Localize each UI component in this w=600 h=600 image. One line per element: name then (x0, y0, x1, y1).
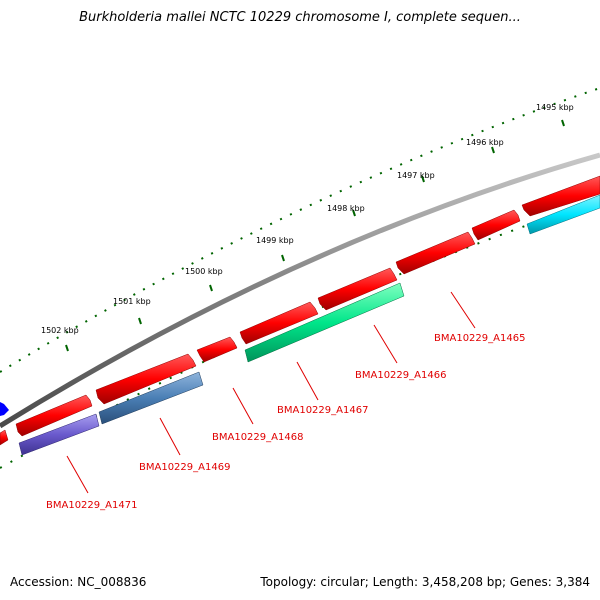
major-ticks (65, 119, 565, 352)
gene-A1469-bar (98, 371, 204, 425)
scale-label-1496: 1496 kbp (466, 138, 504, 147)
scale-label-1501: 1501 kbp (113, 297, 151, 306)
accession-text: Accession: NC_008836 (10, 575, 147, 589)
scale-label-1499: 1499 kbp (256, 236, 294, 245)
gene-label-A1469: BMA10229_A1469 (139, 462, 230, 473)
gene-arrow-f7 (395, 231, 476, 275)
scale-label-1500: 1500 kbp (185, 267, 223, 276)
gene-arrow-f6 (317, 267, 398, 311)
gene-arrow-f1 (0, 429, 9, 446)
chromosome-backbone (0, 152, 600, 429)
gene-label-A1471: BMA10229_A1471 (46, 500, 137, 511)
gene-A1471-bar (18, 413, 100, 456)
gene-arrow-f2 (15, 394, 93, 437)
gene-A1467-bar (244, 282, 405, 363)
scale-ring-dots (0, 87, 600, 373)
genome-stats-text: Topology: circular; Length: 3,458,208 bp… (260, 575, 590, 589)
gene-arrow-f9 (521, 175, 600, 217)
gene-arrow-f4 (196, 336, 238, 363)
gene-arrow-f3 (95, 353, 197, 405)
gene-label-A1468: BMA10229_A1468 (212, 432, 303, 443)
label-leader-lines (66, 291, 476, 494)
gene-A1465-bar (526, 194, 600, 235)
edge-feature-arrow (0, 402, 9, 416)
scale-label-1502: 1502 kbp (41, 326, 79, 335)
forward-genes (0, 175, 600, 446)
gene-label-A1465: BMA10229_A1465 (434, 333, 525, 344)
gene-arrow-f5 (239, 301, 319, 345)
gene-label-A1466: BMA10229_A1466 (355, 370, 446, 381)
gene-label-A1467: BMA10229_A1467 (277, 405, 368, 416)
gene-arrow-f8 (471, 209, 521, 241)
map-title: Burkholderia mallei NCTC 10229 chromosom… (79, 10, 521, 25)
scale-label-1498: 1498 kbp (327, 204, 365, 213)
scale-label-1497: 1497 kbp (397, 171, 435, 180)
scale-label-1495: 1495 kbp (536, 103, 574, 112)
